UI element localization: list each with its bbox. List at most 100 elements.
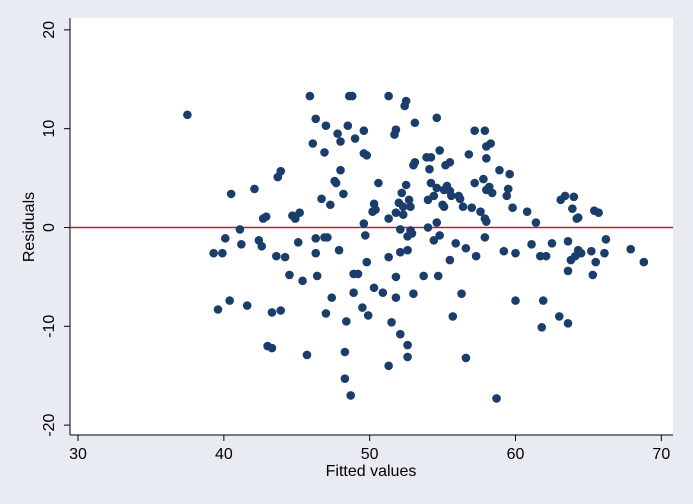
point — [573, 213, 583, 222]
point — [587, 246, 596, 256]
point — [311, 114, 321, 124]
point — [321, 309, 331, 318]
point — [487, 188, 497, 198]
x-tick-label: 40 — [215, 446, 233, 463]
point — [410, 118, 420, 128]
point — [398, 202, 408, 212]
point — [522, 207, 532, 216]
x-tick-label: 30 — [69, 446, 87, 463]
point — [349, 288, 358, 298]
point — [362, 257, 372, 267]
point — [226, 189, 236, 199]
point — [554, 312, 564, 321]
point — [305, 91, 315, 101]
point — [384, 214, 393, 223]
point — [499, 246, 509, 256]
point — [225, 296, 234, 305]
y-tick-label: -10 — [41, 315, 58, 338]
point — [336, 165, 345, 175]
point — [311, 248, 321, 258]
point — [183, 110, 192, 120]
point — [295, 208, 304, 217]
point — [445, 157, 455, 167]
point — [362, 151, 372, 160]
point — [285, 270, 294, 280]
point — [568, 204, 577, 214]
point — [531, 218, 541, 227]
point — [209, 248, 218, 258]
point — [511, 248, 520, 258]
point — [334, 245, 344, 255]
point — [560, 191, 570, 201]
point — [505, 169, 514, 179]
point — [320, 148, 329, 157]
point — [371, 205, 380, 215]
point — [495, 165, 504, 175]
point — [588, 270, 598, 280]
point — [396, 225, 405, 234]
point — [425, 164, 434, 174]
point — [218, 248, 227, 258]
point — [511, 296, 520, 305]
point — [391, 272, 401, 282]
point — [541, 251, 551, 261]
point — [391, 293, 401, 302]
point — [480, 126, 490, 135]
point — [280, 252, 290, 262]
point — [480, 233, 490, 242]
point — [419, 271, 428, 281]
y-axis-title: Residuals — [21, 192, 38, 262]
point — [339, 189, 348, 199]
point — [272, 251, 281, 261]
point — [482, 154, 491, 163]
point — [429, 236, 439, 245]
x-axis-title: Fitted values — [326, 463, 417, 480]
point — [455, 194, 465, 204]
point — [326, 200, 335, 210]
y-tick-label: 20 — [41, 21, 58, 39]
point — [527, 239, 536, 249]
point — [350, 134, 360, 143]
point — [384, 361, 393, 371]
point — [626, 244, 636, 254]
point — [257, 241, 267, 251]
point — [563, 266, 573, 276]
point — [467, 203, 477, 213]
point — [569, 192, 579, 202]
point — [317, 194, 326, 204]
point — [308, 139, 318, 148]
point — [439, 202, 449, 212]
point — [321, 121, 331, 131]
point — [458, 202, 468, 212]
point — [447, 191, 456, 201]
point — [387, 318, 396, 327]
point — [547, 238, 557, 248]
point — [250, 184, 259, 194]
point — [359, 219, 369, 228]
point — [537, 322, 547, 332]
point — [576, 248, 586, 258]
point — [346, 391, 356, 400]
x-tick-label: 50 — [361, 446, 379, 463]
point — [343, 121, 353, 131]
point — [369, 283, 379, 293]
point — [479, 174, 488, 184]
point — [601, 235, 611, 244]
point — [261, 212, 271, 221]
point — [401, 180, 411, 190]
point — [336, 137, 345, 146]
point — [397, 188, 407, 198]
point — [461, 353, 471, 363]
point — [471, 251, 481, 261]
point — [235, 225, 245, 234]
point — [403, 245, 412, 255]
plot-area — [70, 18, 673, 435]
point — [302, 350, 312, 360]
point — [433, 271, 443, 281]
point — [331, 178, 341, 188]
point — [423, 223, 433, 232]
point — [221, 234, 230, 243]
point — [409, 289, 418, 298]
point — [276, 166, 286, 176]
